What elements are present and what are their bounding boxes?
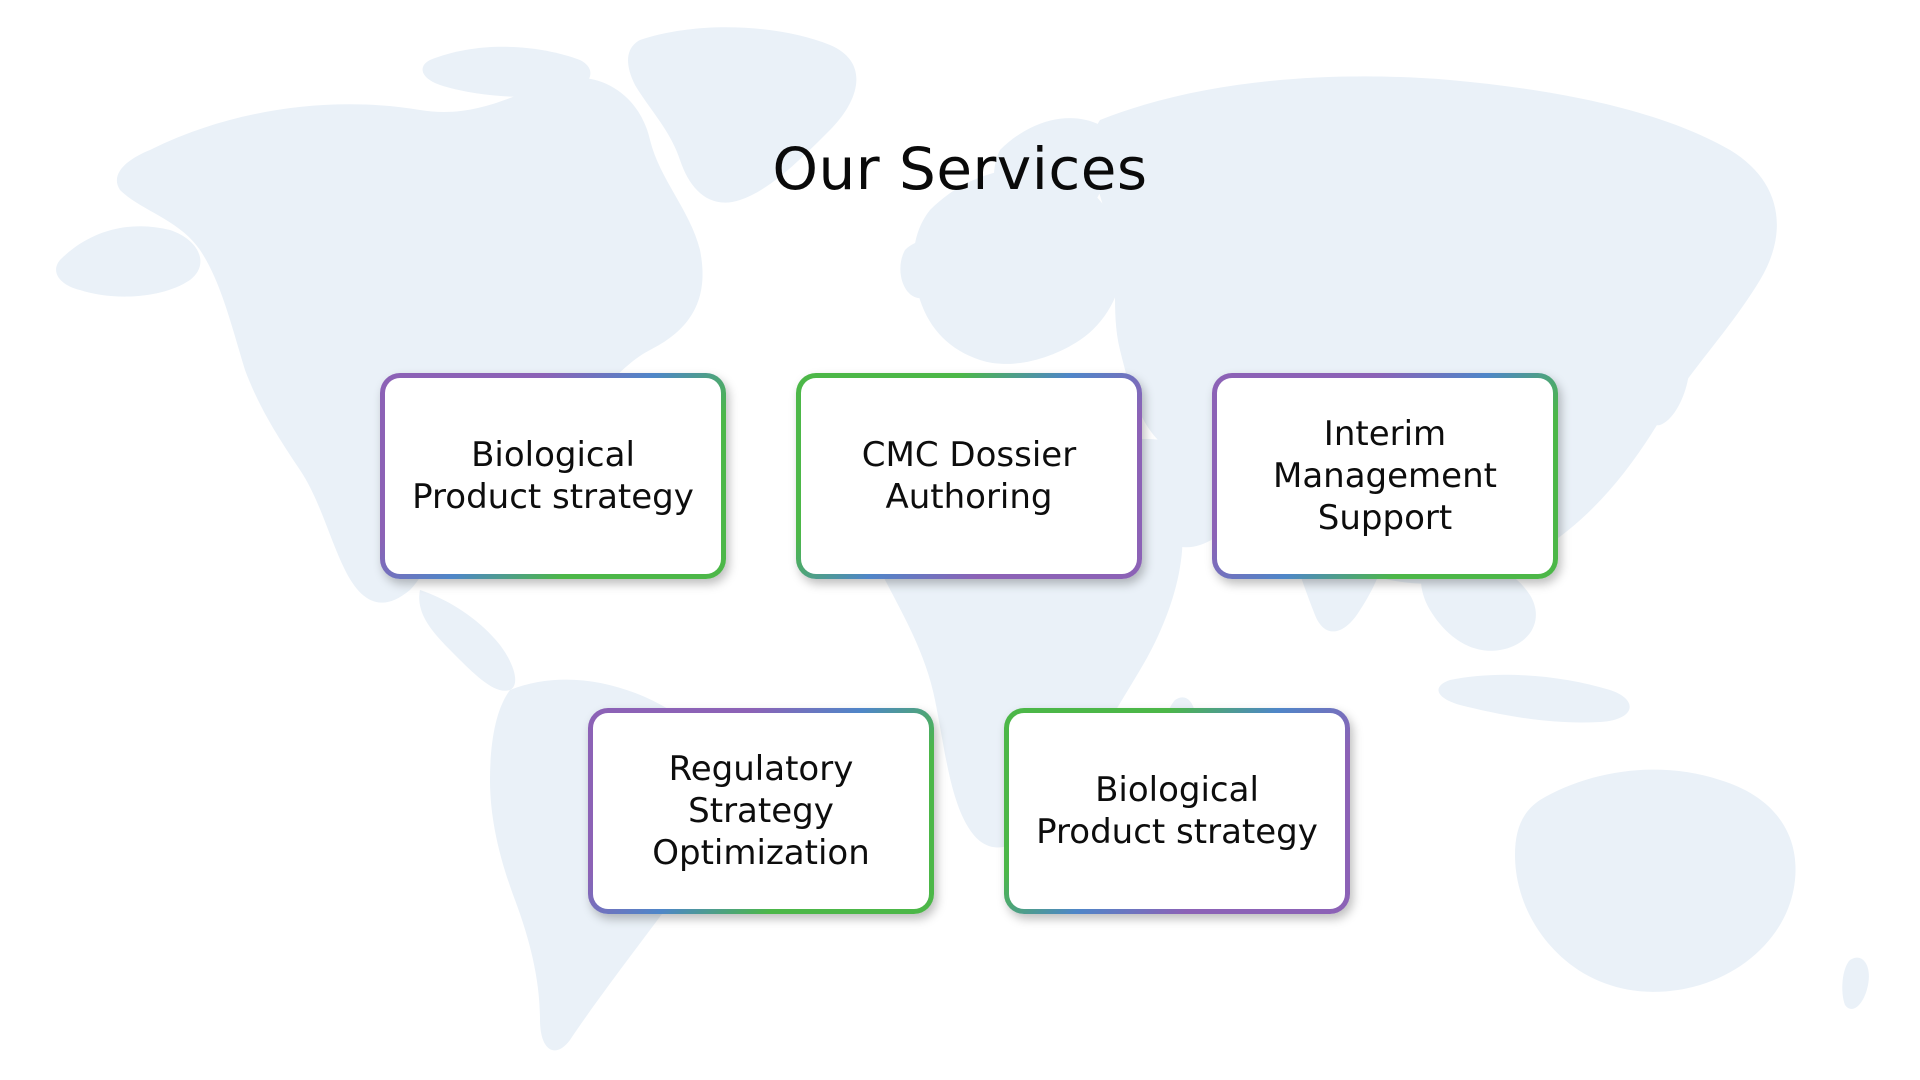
greenland-shape [628,27,857,203]
service-card-cmc-dossier-authoring[interactable]: CMC Dossier Authoring [796,373,1142,579]
service-card-label: Regulatory Strategy Optimization [652,748,870,874]
service-card-label: Biological Product strategy [1036,769,1318,852]
service-card-body: Biological Product strategy [385,378,721,574]
arctic-islands-shape [422,46,591,97]
north-america-shape [116,77,703,603]
central-america-shape [419,590,516,691]
service-card-label: Biological Product strategy [412,434,694,517]
service-card-interim-management-support[interactable]: Interim Management Support [1212,373,1558,579]
scandinavia-shape [993,118,1111,242]
australia-shape [1515,769,1796,992]
service-card-body: Interim Management Support [1217,378,1553,574]
service-card-label: Interim Management Support [1273,413,1497,539]
service-card-regulatory-strategy-optimization[interactable]: Regulatory Strategy Optimization [588,708,934,914]
new-zealand-shape [1842,957,1869,1009]
japan-shape [1643,326,1690,426]
service-card-biological-product-strategy[interactable]: Biological Product strategy [380,373,726,579]
service-card-body: CMC Dossier Authoring [801,378,1137,574]
page-title: Our Services [772,134,1148,203]
indonesia-shape [1438,674,1630,723]
service-card-body: Biological Product strategy [1009,713,1345,909]
southeast-asia-shape [1421,556,1536,651]
arabia-shape [1122,439,1236,548]
service-card-body: Regulatory Strategy Optimization [593,713,929,909]
service-card-biological-product-strategy-2[interactable]: Biological Product strategy [1004,708,1350,914]
service-card-label: CMC Dossier Authoring [861,434,1077,517]
alaska-shape [56,226,201,297]
uk-shape [900,241,946,299]
